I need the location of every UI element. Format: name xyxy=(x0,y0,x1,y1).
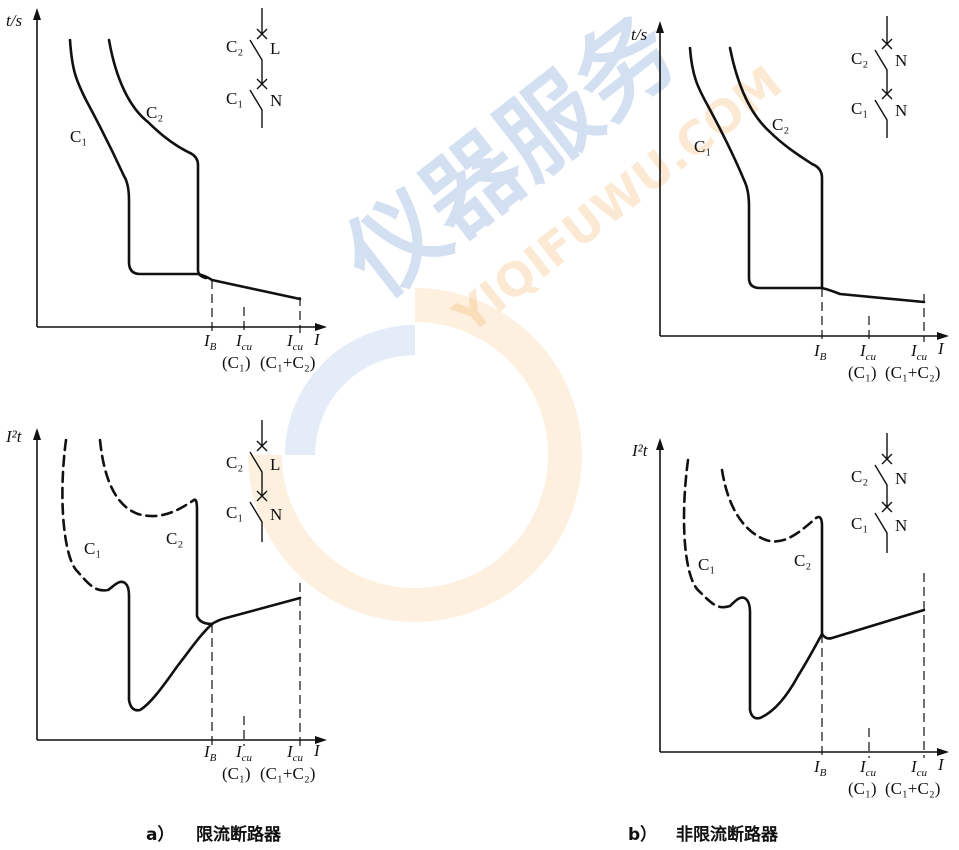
y-axis-label: I²t xyxy=(5,427,23,446)
x-axis-arrow xyxy=(937,748,949,756)
curve-c1 xyxy=(688,46,926,304)
switch-c1-label: C₁ xyxy=(226,89,243,108)
caption-a-text: 限流断路器 xyxy=(196,824,282,845)
c12-note: (C₁+C₂) xyxy=(260,764,315,783)
y-axis-label: t/s xyxy=(631,25,647,44)
caption-a-letter: a） xyxy=(146,824,174,845)
panel-b-top-chart: t/s IB Icu Icu I (C₁) (C₁+C₂) C₁ C₂ C₂ N… xyxy=(631,16,949,382)
caption-b-letter: b） xyxy=(628,824,657,845)
c12-note: (C₁+C₂) xyxy=(260,353,315,372)
switch-c2-label: C₂ xyxy=(851,49,868,68)
curve-c1-dashed xyxy=(682,458,732,609)
y-axis-arrow xyxy=(656,438,664,450)
panel-a-top-chart: t/s IB Icu Icu I (C₁) (C₁+C₂) C₁ C₂ C₂ L… xyxy=(6,8,327,372)
curve-c1-dashed xyxy=(61,438,110,592)
breaker-switch-icon xyxy=(874,433,893,553)
switch-c2-type: L xyxy=(270,455,280,474)
ib-label: IB xyxy=(813,341,827,363)
panel-b-bottom-chart: I²t IB Icu Icu I (C₁) (C₁+C₂) C₁ C₂ C₂ N… xyxy=(631,433,949,798)
curve-c2-label: C₂ xyxy=(772,115,789,134)
curve-c1-solid xyxy=(106,580,302,712)
y-axis-label: t/s xyxy=(6,11,22,30)
icu-c12-label: Icu xyxy=(910,757,928,779)
watermark: 仪器服务 YIQIFUWU.COM xyxy=(248,0,792,622)
curve-c2-solid xyxy=(814,515,824,636)
switch-c1-type: N xyxy=(270,91,282,110)
curve-c2 xyxy=(107,38,208,280)
x-axis-arrow xyxy=(315,323,327,331)
x-axis-label: I xyxy=(937,339,945,358)
icu-c1-label: Icu xyxy=(235,742,253,764)
y-axis-arrow xyxy=(656,21,664,33)
switch-c2-label: C₂ xyxy=(851,467,868,486)
curve-c1-label: C₁ xyxy=(694,137,711,156)
caption-b-text: 非限流断路器 xyxy=(676,824,779,845)
c12-note: (C₁+C₂) xyxy=(885,779,940,798)
y-axis-arrow xyxy=(33,8,41,20)
curve-c1-label: C₁ xyxy=(698,555,715,574)
switch-c1-label: C₁ xyxy=(851,99,868,118)
icu-c12-label: Icu xyxy=(286,331,304,353)
breaker-switch-icon xyxy=(249,8,268,128)
c1-note: (C₁) xyxy=(848,363,877,382)
y-axis-arrow xyxy=(33,428,41,440)
icu-c1-label: Icu xyxy=(859,341,877,363)
curve-c2-label: C₂ xyxy=(146,103,163,122)
c1-note: (C₁) xyxy=(848,779,877,798)
c12-note: (C₁+C₂) xyxy=(885,363,940,382)
switch-c2-type: N xyxy=(895,51,907,70)
curve-c1-label: C₁ xyxy=(70,127,87,146)
y-axis-label: I²t xyxy=(631,441,649,460)
icu-c12-label: Icu xyxy=(910,341,928,363)
curve-c2-solid xyxy=(192,498,214,626)
switch-c2-label: C₂ xyxy=(226,453,243,472)
x-axis-arrow xyxy=(937,332,949,340)
switch-c1-type: N xyxy=(895,516,907,535)
c1-note: (C₁) xyxy=(222,353,251,372)
breaker-symbol-group: C₂ L C₁ N xyxy=(226,8,282,128)
ib-label: IB xyxy=(203,742,217,764)
x-axis-label: I xyxy=(937,755,945,774)
curve-c2 xyxy=(728,46,824,290)
icu-c1-label: Icu xyxy=(235,331,253,353)
panel-a-bottom-chart: I²t IB Icu Icu I (C₁) (C₁+C₂) C₁ C₂ C₂ L… xyxy=(5,420,327,783)
curve-c2-dashed xyxy=(720,468,818,543)
icu-c12-label: Icu xyxy=(286,742,304,764)
switch-c2-label: C₂ xyxy=(226,37,243,56)
switch-c2-type: L xyxy=(270,39,280,58)
curve-c2-label: C₂ xyxy=(166,529,183,548)
curve-c1-solid xyxy=(728,596,926,720)
breaker-switch-icon xyxy=(874,16,893,138)
breaker-symbol-group: C₂ L C₁ N xyxy=(226,420,282,542)
switch-c2-type: N xyxy=(895,469,907,488)
curve-c1 xyxy=(68,38,302,301)
switch-c1-type: N xyxy=(895,101,907,120)
switch-c1-label: C₁ xyxy=(226,503,243,522)
curve-c1-label: C₁ xyxy=(84,539,101,558)
switch-c1-label: C₁ xyxy=(851,514,868,533)
curve-c2-label: C₂ xyxy=(794,551,811,570)
breaker-switch-icon xyxy=(249,420,268,542)
breaker-symbol-group: C₂ N C₁ N xyxy=(851,433,907,553)
x-axis-arrow xyxy=(315,736,327,744)
x-axis-label: I xyxy=(313,741,321,760)
breaker-symbol-group: C₂ N C₁ N xyxy=(851,16,907,138)
ib-label: IB xyxy=(813,757,827,779)
switch-c1-type: N xyxy=(270,505,282,524)
ib-label: IB xyxy=(203,331,217,353)
curve-c2-dashed xyxy=(98,438,196,518)
icu-c1-label: Icu xyxy=(859,757,877,779)
c1-note: (C₁) xyxy=(222,764,251,783)
x-axis-label: I xyxy=(313,330,321,349)
